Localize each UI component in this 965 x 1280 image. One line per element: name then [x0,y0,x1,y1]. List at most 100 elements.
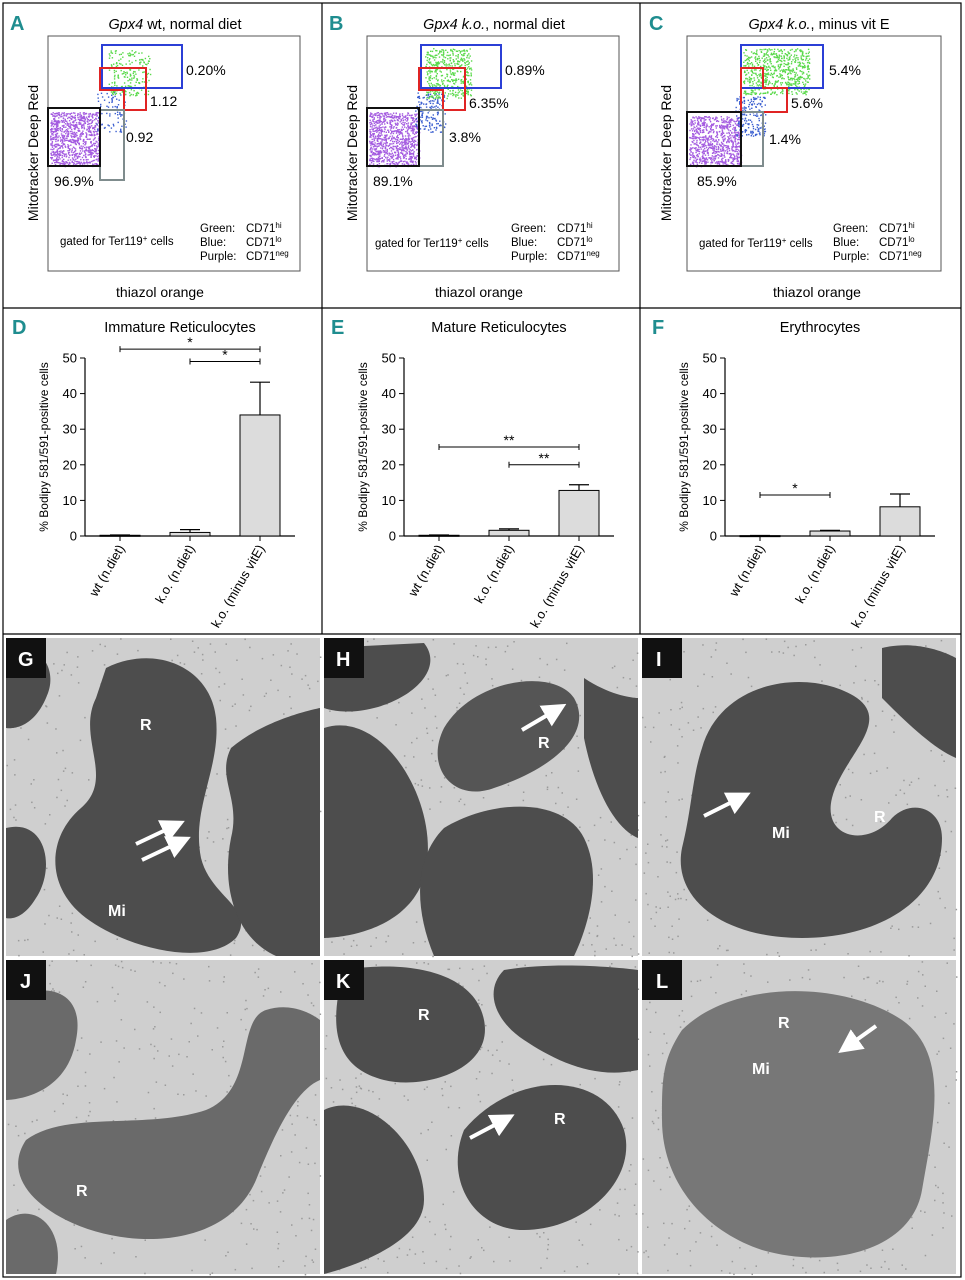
flow-event-dot [695,116,697,118]
flow-event-dot [788,88,791,90]
flow-event-dot [405,142,407,144]
flow-event-dot [756,75,758,77]
flow-event-dot [63,135,66,137]
flow-event-dot [371,159,374,161]
flow-event-dot [712,131,715,134]
flow-event-dot [763,53,765,55]
flow-event-dot [379,129,381,132]
flow-event-dot [763,125,765,127]
flow-event-dot [760,82,762,84]
flow-event-dot [763,66,765,68]
flow-event-dot [704,154,707,156]
flow-event-dot [808,74,811,77]
flow-event-dot [742,96,745,99]
gate-cd71hi-box [101,44,183,89]
flow-event-dot [130,93,132,96]
flow-event-dot [379,143,382,145]
flow-event-dot [774,80,777,83]
flow-event-dot [414,120,416,122]
flow-event-dot [743,52,745,54]
flow-event-dot [76,152,78,155]
em-grain [291,673,293,675]
flow-event-dot [57,148,60,150]
flow-event-dot [133,55,136,57]
flow-event-dot [758,75,761,77]
flow-event-dot [697,150,699,152]
flow-event-dot [705,161,707,164]
flow-event-dot [88,127,90,129]
flow-event-dot [87,161,90,164]
flow-event-dot [80,115,83,117]
flow-event-dot [432,102,434,105]
flow-event-dot [756,84,758,86]
flow-event-dot [708,116,710,118]
flow-event-dot [726,152,728,154]
flow-event-dot [704,142,706,144]
flow-event-dot [762,96,765,99]
flow-event-dot [406,152,408,155]
flow-event-dot [728,138,731,140]
flow-event-dot [369,142,371,144]
flow-event-dot [374,130,376,133]
flow-event-dot [391,125,393,127]
flow-event-dot [711,152,714,154]
flow-event-dot [50,135,52,137]
flow-event-dot [91,134,93,136]
flow-event-dot [799,61,801,63]
flow-event-dot [136,78,138,80]
flow-event-dot [717,145,720,148]
flow-event-dot [691,120,693,122]
flow-event-dot [390,146,392,149]
flow-event-dot [698,122,700,124]
flow-event-dot [435,49,437,52]
flow-event-dot [790,63,793,65]
flow-event-dot [720,155,723,157]
pct-blue: 0.89% [505,62,545,78]
flow-event-dot [67,133,69,135]
flow-event-dot [55,134,58,137]
flow-event-dot [50,157,52,159]
flow-event-dot [455,78,457,80]
flow-event-dot [76,134,78,137]
flow-event-dot [765,77,767,80]
flow-event-dot [741,101,744,103]
flow-event-dot [745,107,747,109]
flow-event-dot [79,146,81,149]
flow-event-dot [770,69,772,71]
chart-ylabel: % Bodipy 581/591-positive cells [677,362,691,531]
em-grain [212,841,215,843]
em-grain [301,678,303,680]
flow-event-dot [374,144,376,146]
flow-event-dot [455,79,457,82]
flow-event-dot [78,123,80,125]
flow-event-dot [77,113,79,115]
flow-event-dot [438,62,441,64]
flow-event-dot [401,132,403,134]
em-grain [626,848,628,851]
flow-event-dot [371,154,374,156]
flow-event-dot [407,128,410,130]
flow-event-dot [754,114,757,117]
flow-event-dot [763,61,766,64]
em-grain [171,659,173,662]
flow-event-dot [434,71,436,73]
flow-event-dot [442,82,444,84]
flow-event-dot [428,117,430,119]
flow-event-dot [697,121,700,123]
flow-event-dot [744,131,746,133]
flow-event-dot [80,118,82,120]
legend-purple-marker: CD71neg [246,249,289,264]
flow-event-dot [717,162,719,164]
flow-event-dot [120,53,122,55]
flow-event-dot [721,158,723,160]
flow-event-dot [372,146,375,148]
flow-event-dot [760,127,762,129]
flow-event-dot [796,54,798,57]
flow-event-dot [395,124,397,126]
flow-event-dot [415,123,417,125]
flow-event-dot [72,141,74,144]
flow-event-dot [794,79,796,81]
flow-event-dot [72,164,75,166]
flow-event-dot [120,69,122,72]
flow-event-dot [62,141,64,143]
